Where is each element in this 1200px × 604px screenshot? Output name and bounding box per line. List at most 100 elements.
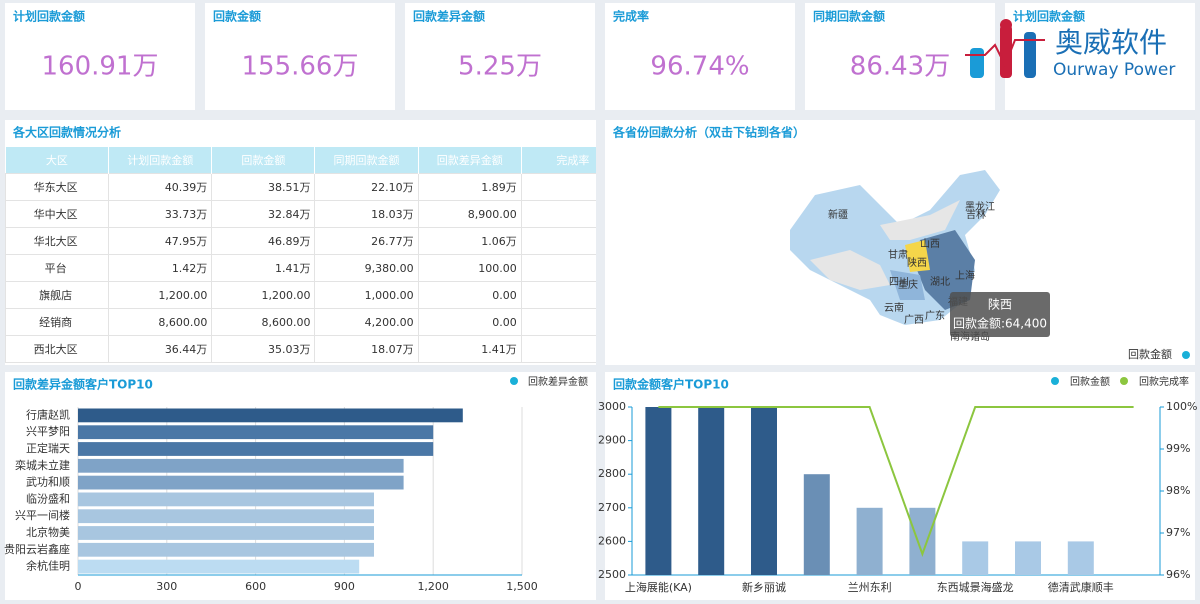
y-tick-label: 兴平梦阳 [26, 425, 70, 438]
bar [78, 475, 404, 490]
bar [1015, 541, 1041, 575]
table-header: 回款金额 [211, 147, 316, 174]
kpi-card [805, 3, 995, 110]
kpi-value: 96.74% [650, 52, 749, 82]
table-cell: 100.00 [417, 254, 522, 282]
kpi-card [405, 3, 595, 110]
table-wrap: 大区 计划回款金额 回款金额 同期回款金额 回款差异金额 完成率 华东大区 40.39万 38.… [5, 147, 596, 365]
y-tick-label: 2500 [598, 568, 626, 581]
x-tick-label: 0 [75, 580, 82, 593]
table-cell: 1.41万 [211, 254, 316, 282]
legend-dot [1120, 377, 1128, 385]
map-label: 陕西 [907, 256, 927, 269]
table-header: 完成率 [521, 147, 596, 174]
y-tick-label: 2600 [598, 534, 626, 547]
y2-tick-label: 97% [1166, 526, 1190, 539]
table-cell: 47.95万 [108, 227, 213, 255]
legend-label: 回款完成率 [1139, 375, 1189, 388]
table-cell: 9,380.00 [314, 254, 419, 282]
x-tick-label: 1,500 [506, 580, 538, 593]
legend-label: 回款金额 [1128, 347, 1172, 361]
tooltip-title: 陕西 [988, 297, 1012, 312]
kpi-card [205, 3, 395, 110]
bar [78, 559, 360, 574]
table-cell: 4,200.00 [314, 308, 419, 336]
bar [78, 458, 404, 473]
bar [78, 442, 434, 456]
panel-title: 各省份回款分析（双击下钻到各省） [612, 125, 805, 140]
tooltip-text: 回款金额:64,400 [953, 316, 1047, 331]
kpi-title: 完成率 [613, 9, 649, 24]
table-cell: 18.03万 [314, 200, 419, 228]
bar [78, 509, 374, 524]
x-tick-label: 300 [156, 580, 177, 593]
kpi-card [1005, 3, 1195, 110]
table-header: 同期回款金额 [314, 147, 419, 174]
kpi-card [5, 3, 195, 110]
map-label: 甘肃 [888, 248, 908, 261]
chart-title: 回款差异金额客户TOP10 [13, 377, 153, 392]
table-cell: 1,200.00 [211, 281, 316, 309]
legend-dot [1182, 351, 1190, 359]
map-label: 山西 [920, 238, 940, 250]
y-tick-label: 北京物美 [26, 525, 70, 539]
bar [909, 507, 936, 575]
kpi-value: 155.66万 [242, 52, 359, 82]
table-cell: 8,900.00 [417, 200, 522, 228]
bar [803, 474, 830, 575]
kpi-card [605, 3, 795, 110]
kpi-value: 5.25万 [458, 52, 542, 82]
x-tick-label: 上海展能(KA) [625, 580, 692, 594]
y-tick-label: 贵阳云岩鑫座 [4, 542, 70, 556]
table-cell: 1.41万 [417, 335, 522, 363]
table-cell: 97. [520, 227, 596, 255]
table-cell: 99. [520, 254, 596, 282]
y-tick-label: 2700 [598, 501, 626, 514]
table-header: 回款差异金额 [418, 147, 522, 174]
y-tick-label: 武功和顺 [26, 476, 70, 489]
table-cell: 1,000.00 [314, 281, 419, 309]
table-cell: 8,600.00 [108, 308, 213, 336]
legend-label: 回款差异金额 [528, 375, 588, 388]
y-tick-label: 余杭佳明 [26, 559, 70, 573]
logo: 奥威软件 Ourway Power [965, 19, 1175, 80]
table-cell: 38.51万 [211, 173, 316, 201]
kpi-title: 回款差异金额 [413, 9, 485, 24]
table-header: 计划回款金额 [108, 147, 213, 174]
bar [856, 507, 883, 575]
table-cell: 1.89万 [417, 173, 522, 201]
legend-label: 回款金额 [1070, 375, 1110, 388]
y2-tick-label: 100% [1166, 400, 1197, 413]
bar [962, 541, 989, 575]
table-cell: 0.00 [417, 281, 522, 309]
bar [1067, 541, 1094, 575]
kpi-title: 计划回款金额 [1013, 9, 1085, 24]
y-tick-label: 行唐赵凯 [26, 407, 70, 421]
map-label: 广西 [904, 314, 924, 326]
table: 大区 计划回款金额 回款金额 同期回款金额 回款差异金额 完成率 华东大区 40.39万 38.… [5, 147, 596, 363]
y-tick-label: 2900 [598, 434, 626, 447]
y-tick-label: 正定瑞天 [26, 441, 70, 455]
x-tick-label: 新乡丽诚 [742, 580, 786, 594]
map-label: 湖北 [930, 276, 950, 288]
chart-title: 回款金额客户TOP10 [613, 377, 729, 392]
table-cell: 33.73万 [108, 200, 213, 228]
y2-tick-label: 99% [1166, 442, 1190, 455]
table-cell: 8,600.00 [211, 308, 316, 336]
map-label: 四川 [889, 277, 909, 288]
table-cell: 26.77万 [314, 227, 419, 255]
bar [645, 407, 672, 575]
table-cell: 97. [520, 200, 596, 228]
table-cell: 95. [520, 173, 596, 201]
table-cell: 96. [520, 335, 596, 363]
x-tick-label: 兰州东利 [848, 581, 892, 594]
table-cell: 18.07万 [314, 335, 419, 363]
x-tick-label: 600 [245, 580, 266, 593]
map-shape [790, 170, 1000, 325]
map-label: 广东 [925, 309, 945, 322]
